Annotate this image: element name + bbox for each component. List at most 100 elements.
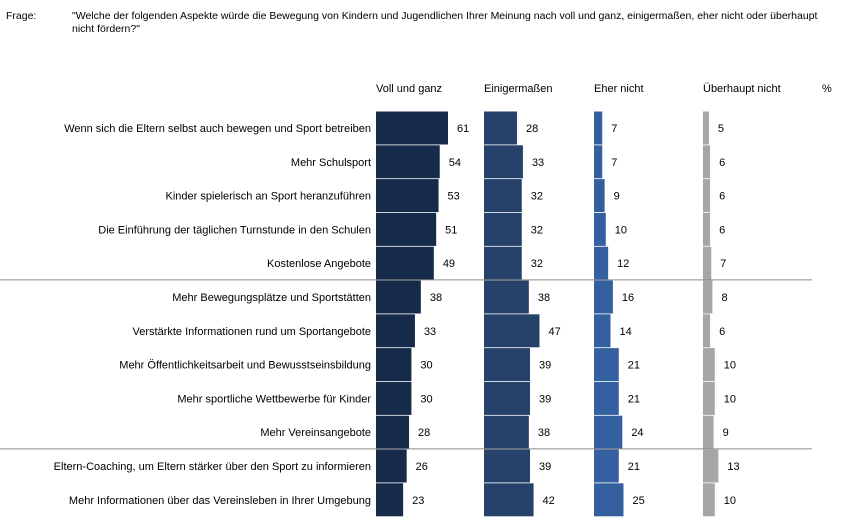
bar-s1-r4: [484, 246, 522, 280]
bar-s2-r5: [594, 280, 613, 314]
category-label-7: Mehr Öffentlichkeitsarbeit und Bewusstse…: [119, 360, 371, 372]
bar-s0-r0: [376, 111, 448, 145]
bar-s3-r0: [703, 111, 709, 145]
bar-s3-r3: [703, 212, 711, 246]
value-label-s0-r5: 38: [430, 292, 442, 304]
bar-s0-r4: [376, 246, 434, 280]
bar-s1-r8: [484, 381, 531, 415]
bar-s1-r11: [484, 483, 534, 517]
value-label-s1-r3: 32: [531, 224, 543, 236]
question-label: Frage:: [6, 10, 37, 22]
bar-s2-r3: [594, 212, 606, 246]
bar-s3-r9: [703, 415, 714, 449]
category-label-2: Kinder spielerisch an Sport heranzuführe…: [166, 191, 371, 203]
bar-s0-r7: [376, 348, 412, 382]
value-label-s3-r9: 9: [723, 427, 729, 439]
bar-s3-r4: [703, 246, 712, 280]
bar-s0-r11: [376, 483, 404, 517]
bar-s0-r5: [376, 280, 421, 314]
category-label-4: Kostenlose Angebote: [267, 258, 371, 270]
value-label-s2-r1: 7: [611, 157, 617, 169]
bar-s0-r9: [376, 415, 410, 449]
category-label-1: Mehr Schulsport: [291, 157, 371, 169]
value-label-s2-r2: 9: [614, 191, 620, 203]
value-label-s0-r4: 49: [443, 258, 455, 270]
bar-s1-r1: [484, 145, 523, 179]
bar-s2-r10: [594, 449, 619, 483]
bar-s0-r3: [376, 212, 437, 246]
value-label-s2-r8: 21: [628, 393, 640, 405]
bar-s0-r6: [376, 314, 415, 348]
category-label-8: Mehr sportliche Wettbewerbe für Kinder: [177, 393, 371, 405]
value-label-s0-r7: 30: [420, 360, 432, 372]
value-label-s0-r3: 51: [445, 224, 457, 236]
bar-s0-r8: [376, 381, 412, 415]
bar-s3-r11: [703, 483, 715, 517]
value-label-s3-r10: 13: [727, 461, 739, 473]
bar-s3-r2: [703, 179, 711, 213]
series-header-3: Überhaupt nicht: [703, 83, 781, 95]
bar-s3-r5: [703, 280, 713, 314]
value-label-s2-r7: 21: [628, 360, 640, 372]
bar-s2-r11: [594, 483, 624, 517]
value-label-s3-r8: 10: [724, 393, 736, 405]
value-label-s0-r6: 33: [424, 326, 436, 338]
value-label-s3-r5: 8: [721, 292, 727, 304]
bar-s3-r8: [703, 381, 715, 415]
value-label-s1-r6: 47: [548, 326, 560, 338]
category-label-3: Die Einführung der täglichen Turnstunde …: [98, 224, 371, 236]
series-header-0: Voll und ganz: [376, 83, 442, 95]
bar-s1-r5: [484, 280, 529, 314]
bar-s2-r7: [594, 348, 619, 382]
bar-s1-r7: [484, 348, 531, 382]
question-text: "Welche der folgenden Aspekte würde die …: [72, 10, 818, 35]
bar-s1-r2: [484, 179, 522, 213]
value-label-s2-r11: 25: [633, 495, 645, 507]
value-label-s0-r9: 28: [418, 427, 430, 439]
value-label-s1-r4: 32: [531, 258, 543, 270]
bar-s3-r10: [703, 449, 719, 483]
value-label-s3-r6: 6: [719, 326, 725, 338]
value-label-s1-r9: 38: [538, 427, 550, 439]
bar-s2-r2: [594, 179, 605, 213]
value-label-s3-r11: 10: [724, 495, 736, 507]
value-label-s1-r11: 42: [543, 495, 555, 507]
bar-s0-r2: [376, 179, 439, 213]
value-label-s2-r3: 10: [615, 224, 627, 236]
bar-s1-r9: [484, 415, 529, 449]
value-label-s1-r1: 33: [532, 157, 544, 169]
bar-s2-r8: [594, 381, 619, 415]
series-header-2: Eher nicht: [594, 83, 644, 95]
value-label-s1-r8: 39: [539, 393, 551, 405]
value-label-s1-r5: 38: [538, 292, 550, 304]
series-header-1: Einigermaßen: [484, 83, 552, 95]
value-label-s2-r9: 24: [631, 427, 643, 439]
value-label-s1-r2: 32: [531, 191, 543, 203]
bar-s3-r7: [703, 348, 715, 382]
category-label-5: Mehr Bewegungsplätze und Sportstätten: [172, 292, 371, 304]
bar-s0-r10: [376, 449, 407, 483]
value-label-s0-r8: 30: [420, 393, 432, 405]
value-label-s0-r1: 54: [449, 157, 461, 169]
bar-s1-r6: [484, 314, 540, 348]
bar-s2-r0: [594, 111, 603, 145]
value-label-s2-r5: 16: [622, 292, 634, 304]
value-label-s3-r4: 7: [720, 258, 726, 270]
bar-s3-r6: [703, 314, 711, 348]
value-label-s3-r2: 6: [719, 191, 725, 203]
value-label-s2-r4: 12: [617, 258, 629, 270]
category-label-10: Eltern-Coaching, um Eltern stärker über …: [54, 461, 371, 473]
value-label-s0-r0: 61: [457, 123, 469, 135]
value-label-s2-r6: 14: [620, 326, 632, 338]
value-label-s3-r0: 5: [718, 123, 724, 135]
bar-s1-r0: [484, 111, 518, 145]
value-label-s1-r7: 39: [539, 360, 551, 372]
value-label-s2-r0: 7: [611, 123, 617, 135]
value-label-s0-r2: 53: [448, 191, 460, 203]
category-label-9: Mehr Vereinsangebote: [260, 427, 371, 439]
value-label-s1-r10: 39: [539, 461, 551, 473]
bar-s2-r6: [594, 314, 611, 348]
bar-s2-r1: [594, 145, 603, 179]
category-label-0: Wenn sich die Eltern selbst auch bewegen…: [64, 123, 371, 135]
